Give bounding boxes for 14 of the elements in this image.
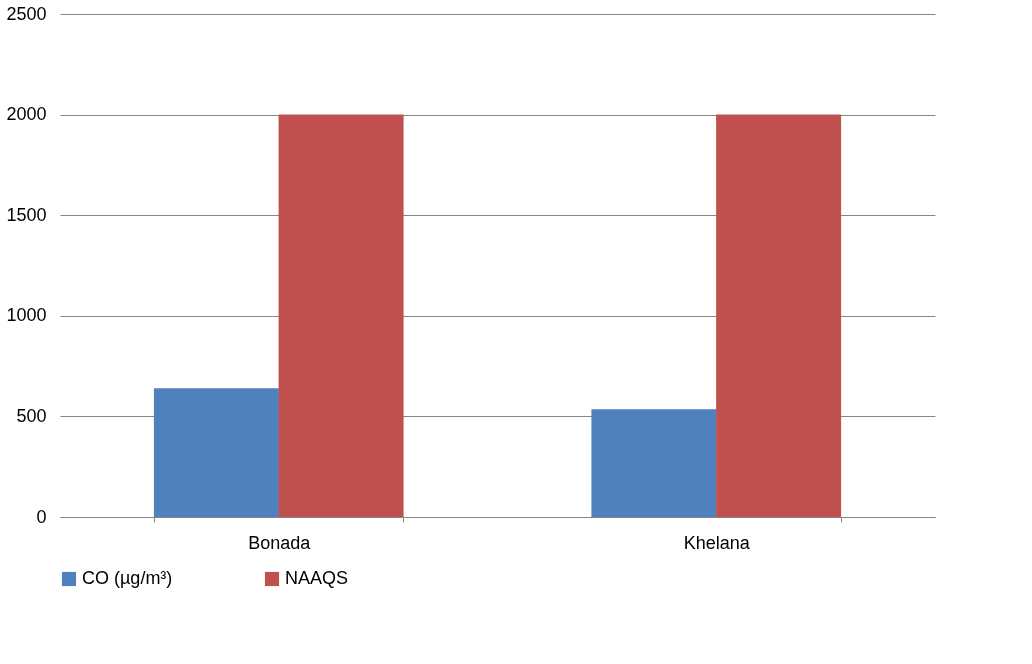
x-tick-label: Bonada xyxy=(248,532,312,553)
y-tick-label: 2500 xyxy=(6,3,47,24)
y-tick-label: 0 xyxy=(36,506,47,527)
legend-label: NAAQS xyxy=(285,568,349,588)
bar xyxy=(591,409,717,517)
y-tick-label: 1500 xyxy=(6,204,47,225)
x-tick-label: Khelana xyxy=(683,532,751,553)
bar xyxy=(153,388,279,517)
y-tick-label: 1000 xyxy=(6,305,47,326)
legend-label: CO (µg/m³) xyxy=(82,568,173,588)
y-tick-label: 2000 xyxy=(6,104,47,125)
bar xyxy=(716,114,842,517)
y-tick-label: 500 xyxy=(16,405,47,426)
bar xyxy=(278,114,404,517)
